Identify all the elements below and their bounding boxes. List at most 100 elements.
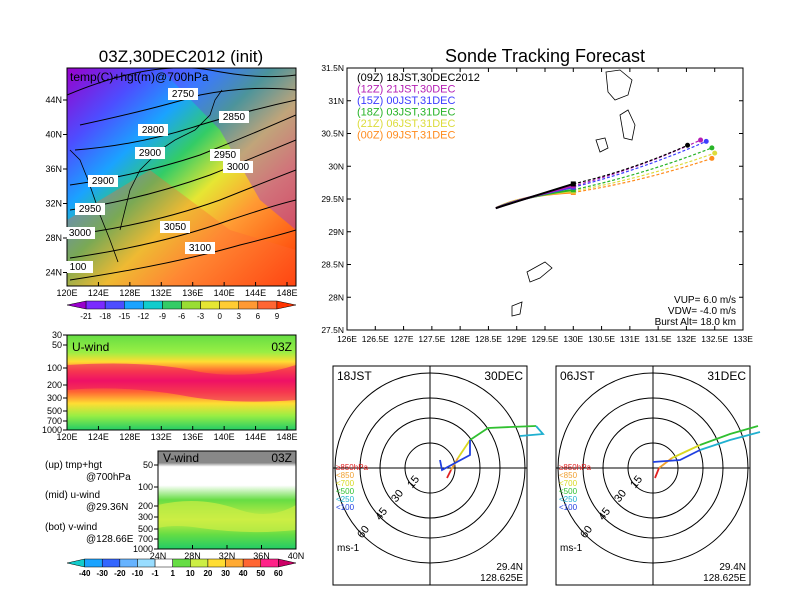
uwind-x-ticks: 120E 124E 128E 132E 136E 140E 144E 148E <box>56 426 298 442</box>
landing-point <box>703 138 709 144</box>
vwind-panel: V-wind 03Z <box>157 450 297 550</box>
track-y-tick-label: 27.5N <box>321 325 344 335</box>
colorbar-swatch <box>242 558 262 568</box>
contour-label: 3000 <box>227 162 250 173</box>
track-x-tick-label: 131E <box>620 334 640 344</box>
colorbar-swatch <box>172 558 191 568</box>
track-y-tick-label: 30N <box>328 161 344 171</box>
contour-label-bg <box>160 221 190 233</box>
x-tick-label: 140E <box>214 432 235 442</box>
hodo-legend-entry: ≥850hPa <box>559 463 592 472</box>
track-x-tick-label: 129E <box>507 334 527 344</box>
hodo-lat: 29.4N <box>719 562 746 573</box>
hodo-legend-entry: <700 <box>559 479 578 488</box>
x-tick-label: 128E <box>119 288 140 298</box>
hodo-trace <box>699 431 761 451</box>
legend-entry: (15Z) 00JST,31DEC <box>357 95 455 107</box>
x-tick-label: 136E <box>182 432 203 442</box>
colorbar-swatch <box>257 300 278 310</box>
ring-label: 60 <box>355 524 372 541</box>
landing-point <box>698 137 704 143</box>
descent-path <box>573 152 715 192</box>
descent-path <box>573 157 713 194</box>
colorbar-label: -20 <box>114 569 126 578</box>
colorbar-swatch <box>143 300 163 310</box>
info-line: VUP= 6.0 m/s <box>674 295 736 306</box>
colorbar-swatch <box>119 558 138 568</box>
colorbar-label: 20 <box>203 569 212 578</box>
panel-note: (mid) u-wind <box>45 490 100 501</box>
colorbar-label: 30 <box>221 569 230 578</box>
uwind-y-tick-label: 200 <box>47 380 62 390</box>
descent-path <box>573 140 707 188</box>
x-tick-label: 32N <box>219 551 236 561</box>
colorbar-swatch <box>137 558 156 568</box>
hodo-legend-entry: <700 <box>336 479 355 488</box>
colorbar-swatch <box>219 300 239 310</box>
x-tick-label: 40N <box>288 551 305 561</box>
colorbar-swatch <box>190 558 209 568</box>
panel-note: (up) tmp+hgt <box>45 460 102 471</box>
track-series-0 <box>495 142 691 210</box>
colorbar-label: 10 <box>186 569 195 578</box>
colorbar-swatch <box>181 300 201 310</box>
hodo-legend-entry: <250 <box>336 495 355 504</box>
map-lon-ticks: 120E 124E 128E 132E 136E 140E 144E 148E <box>56 282 298 298</box>
colorbar-swatch <box>276 300 297 310</box>
uwind-y-tick-label: 500 <box>47 406 62 416</box>
hodo-unit: ms-1 <box>560 543 583 554</box>
track-x-tick-label: 132E <box>676 334 696 344</box>
colorbar-swatch <box>104 300 125 310</box>
contour-label: 2950 <box>79 204 102 215</box>
track-y-tick-label: 31N <box>328 96 344 106</box>
x-tick-label: 124E <box>88 432 109 442</box>
track-x-tick-label: 130E <box>563 334 583 344</box>
ring-label: 45 <box>373 506 390 523</box>
ring-label: 60 <box>578 524 595 541</box>
burst-marker <box>570 181 576 187</box>
track-plot-frame <box>346 67 744 331</box>
colorbar-swatch <box>162 300 182 310</box>
colorbar-swatch <box>238 300 259 310</box>
landing-point <box>685 142 691 148</box>
contour-labels: 2750280028502900290029502950300030003050… <box>63 88 253 273</box>
uwind-y-tick-label: 100 <box>47 363 62 373</box>
uwind-y-tick-label: 300 <box>47 393 62 403</box>
ring-label: 45 <box>596 506 613 523</box>
legend-entry: (09Z) 18JST,30DEC2012 <box>357 72 480 84</box>
lat-tick-label: 32N <box>45 199 62 209</box>
hodo-time-right: 30DEC <box>484 369 523 383</box>
ring-label: 15 <box>628 474 645 491</box>
hodo-trace <box>699 425 759 446</box>
landing-point <box>712 150 718 156</box>
vwind-y-tick-label: 100 <box>138 482 153 492</box>
track-y-ticks: 27.5N 28N 28.5N 29N 29.5N 30N 30.5N 31N 31.5N <box>321 63 743 335</box>
x-tick-label: 140E <box>214 288 235 298</box>
colorbar-label: 0 <box>217 312 222 321</box>
x-tick-label: 144E <box>245 288 266 298</box>
colorbar-label: 6 <box>256 312 261 321</box>
vwind-label: V-wind <box>163 451 199 465</box>
contour-label-bg <box>138 124 168 136</box>
hodo-trace <box>658 457 673 469</box>
hodo-time-left: 06JST <box>560 369 595 383</box>
track-x-tick-label: 127.5E <box>418 334 445 344</box>
colorbar-swatch <box>200 300 220 310</box>
hodo-time-right: 31DEC <box>707 369 746 383</box>
descent-path <box>573 147 713 191</box>
contour-label: 2750 <box>172 89 195 100</box>
x-tick-label: 148E <box>276 432 297 442</box>
lat-tick-label: 44N <box>45 95 62 105</box>
track-x-tick-label: 126E <box>337 334 357 344</box>
uwind-time: 03Z <box>271 340 292 354</box>
colorbar-label: 9 <box>275 312 280 321</box>
track-y-tick-label: 29.5N <box>321 194 344 204</box>
colorbar-label: -9 <box>159 312 167 321</box>
lat-tick-label: 28N <box>45 233 62 243</box>
colorbar-swatch <box>207 558 226 568</box>
ring-label: 30 <box>612 488 629 505</box>
legend-entry: (21Z) 06JST,31DEC <box>357 118 455 130</box>
panel-notes: (up) tmp+hgt@700hPa (mid) u-wind@29.36N (b… <box>45 460 134 545</box>
